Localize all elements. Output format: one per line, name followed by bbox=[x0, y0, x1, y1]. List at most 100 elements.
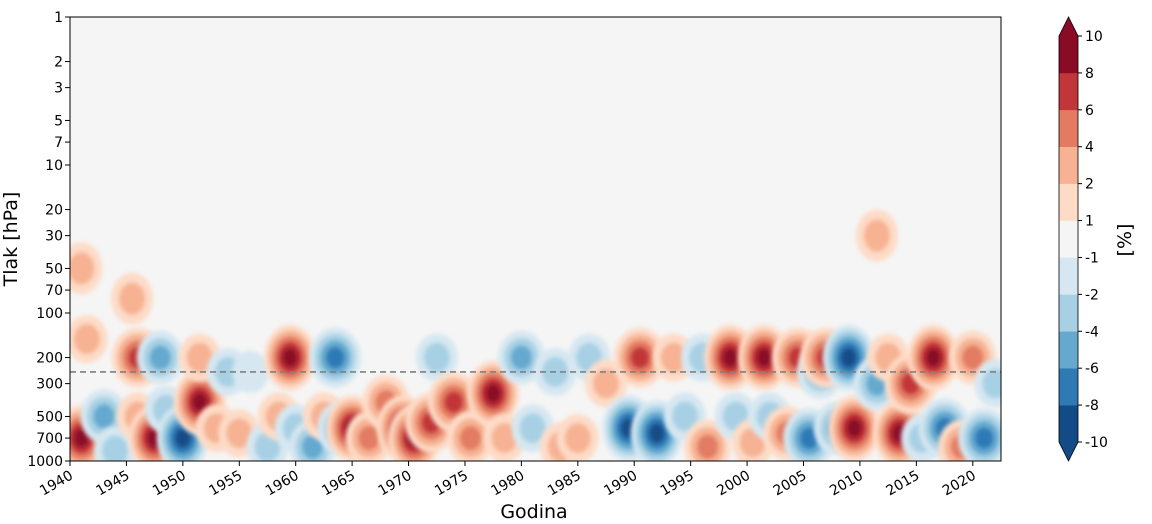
y-tick-label: 5 bbox=[54, 113, 63, 129]
x-tick-label: 1970 bbox=[376, 468, 415, 500]
y-tick-label: 500 bbox=[36, 409, 63, 425]
y-tick-label: 1000 bbox=[27, 454, 63, 470]
anomaly-contour bbox=[326, 347, 345, 368]
y-tick-label: 7 bbox=[54, 135, 63, 151]
y-tick-label: 100 bbox=[36, 306, 63, 322]
colorbar: -10 -8 -6 -4 -2 -1 1 2 4 6 8 10 bbox=[1058, 16, 1108, 462]
x-tick-label: 2020 bbox=[940, 468, 979, 500]
x-axis: 1940 1945 1950 1955 1960 1965 1970 1975 1980 1985… bbox=[37, 461, 979, 499]
y-tick-label: 1 bbox=[54, 10, 63, 26]
x-tick-label: 1990 bbox=[601, 468, 640, 500]
anomaly-contour bbox=[564, 423, 591, 453]
y-tick-label: 300 bbox=[36, 377, 63, 393]
anomaly-contour bbox=[70, 252, 95, 285]
anomaly-contour bbox=[444, 391, 463, 413]
x-tick-label: 1995 bbox=[658, 468, 697, 500]
y-tick-label: 700 bbox=[36, 431, 63, 447]
anomaly-contour bbox=[660, 342, 687, 373]
anomaly-contour bbox=[93, 404, 115, 429]
anomaly-contour bbox=[800, 427, 819, 449]
x-tick-label: 2015 bbox=[883, 468, 922, 500]
x-tick-label: 1985 bbox=[545, 468, 584, 500]
colorbar-segment bbox=[1059, 294, 1078, 332]
x-tick-label: 2010 bbox=[827, 468, 866, 500]
anomaly-contour bbox=[460, 426, 481, 451]
anomaly-contour bbox=[975, 427, 994, 449]
plot-frame bbox=[69, 16, 1002, 462]
colorbar-segment bbox=[1059, 368, 1078, 406]
colorbar-tick-label: 10 bbox=[1085, 29, 1103, 45]
colorbar-segment bbox=[1059, 331, 1078, 369]
x-tick-label: 1980 bbox=[489, 468, 528, 500]
colorbar-tick-label: -6 bbox=[1085, 361, 1099, 377]
colorbar-segment bbox=[1059, 72, 1078, 111]
anomaly-contour bbox=[841, 348, 857, 367]
colorbar-label: [%] bbox=[1114, 224, 1136, 257]
anomaly-contour bbox=[102, 435, 128, 461]
y-tick-label: 30 bbox=[45, 229, 63, 245]
colorbar-segment bbox=[1059, 146, 1078, 184]
anomaly-contour bbox=[74, 324, 100, 354]
colorbar-tick-label: -2 bbox=[1085, 287, 1099, 303]
anomaly-contour bbox=[982, 368, 1001, 399]
anomaly-contour bbox=[962, 345, 984, 370]
anomaly-contour bbox=[491, 423, 518, 453]
colorbar-tick-label: 8 bbox=[1085, 66, 1094, 82]
colorbar-segment bbox=[1059, 257, 1078, 295]
anomaly-contour bbox=[423, 342, 450, 373]
y-tick-label: 10 bbox=[45, 158, 63, 174]
colorbar-extend-max bbox=[1059, 17, 1078, 36]
colorbar-tick-label: 1 bbox=[1085, 214, 1094, 230]
anomaly-contour bbox=[864, 219, 890, 252]
anomaly-contour bbox=[846, 418, 862, 438]
anomaly-contour bbox=[302, 434, 323, 459]
colorbar-segment bbox=[1059, 405, 1078, 443]
anomaly-contour bbox=[175, 428, 191, 448]
anomaly-contour bbox=[192, 392, 208, 412]
anomaly-contour bbox=[925, 348, 941, 367]
colorbar-segment bbox=[1059, 220, 1078, 258]
anomaly-contour bbox=[672, 401, 698, 432]
colorbar-tick-label: 6 bbox=[1085, 103, 1094, 119]
anomaly-contour bbox=[226, 418, 253, 449]
y-tick-label: 70 bbox=[45, 283, 63, 299]
anomaly-contour bbox=[511, 345, 532, 370]
anomaly-contour bbox=[649, 423, 665, 443]
anomaly-field bbox=[70, 209, 1001, 461]
anomaly-contour bbox=[119, 282, 145, 315]
x-tick-label: 1960 bbox=[263, 468, 302, 500]
x-tick-label: 1965 bbox=[319, 468, 358, 500]
anomaly-contour bbox=[149, 345, 171, 370]
colorbar-segment bbox=[1059, 183, 1078, 221]
y-tick-label: 2 bbox=[54, 55, 63, 71]
anomaly-contour bbox=[282, 348, 298, 367]
colorbar-tick-label: -1 bbox=[1085, 250, 1099, 266]
y-tick-label: 50 bbox=[45, 261, 63, 277]
x-tick-label: 1950 bbox=[150, 468, 189, 500]
anomaly-contour bbox=[519, 413, 546, 444]
anomaly-contour bbox=[630, 347, 649, 368]
colorbar-tick-label: 2 bbox=[1085, 177, 1094, 193]
y-axis: 1 2 3 5 7 10 20 30 50 70 100 200 300 500 700 1000 bbox=[27, 10, 70, 470]
anomaly-contour bbox=[358, 426, 380, 451]
anomaly-contour bbox=[186, 342, 213, 373]
y-tick-label: 3 bbox=[54, 81, 63, 97]
x-axis-label: Godina bbox=[500, 501, 567, 523]
x-tick-label: 1945 bbox=[94, 468, 133, 500]
colorbar-tick-label: -10 bbox=[1085, 435, 1108, 451]
colorbar-tick-label: -4 bbox=[1085, 324, 1099, 340]
anomaly-contour bbox=[485, 384, 501, 403]
colorbar-segment bbox=[1059, 109, 1078, 147]
anomaly-contour bbox=[593, 368, 619, 399]
anomaly-contour bbox=[756, 348, 772, 367]
anomaly-contour bbox=[73, 428, 89, 448]
x-tick-label: 1955 bbox=[206, 468, 245, 500]
x-tick-label: 1940 bbox=[37, 468, 76, 500]
y-tick-label: 200 bbox=[36, 351, 63, 367]
colorbar-extend-min bbox=[1059, 442, 1078, 461]
anomaly-contour bbox=[722, 348, 738, 367]
colorbar-tick-label: -8 bbox=[1085, 398, 1099, 414]
y-tick-label: 20 bbox=[45, 203, 63, 219]
x-tick-label: 1975 bbox=[432, 468, 471, 500]
